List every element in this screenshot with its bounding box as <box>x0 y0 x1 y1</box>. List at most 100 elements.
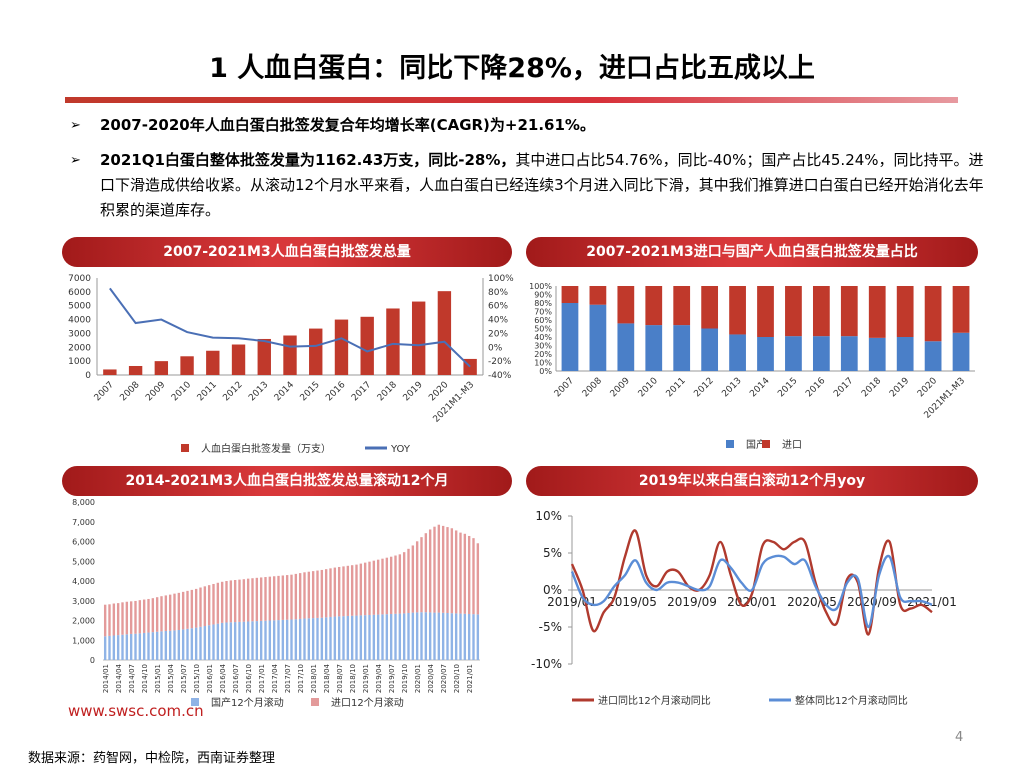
x-tick-label: 2007 <box>93 380 116 403</box>
bar-domestic-rolling <box>186 628 189 660</box>
bar-import-rolling <box>363 562 367 616</box>
y-tick-label: 100% <box>529 282 552 291</box>
bar-import-rolling <box>194 588 198 628</box>
bar-import-rolling <box>116 603 120 636</box>
y-tick-label: 20% <box>534 350 552 359</box>
bar-import-rolling <box>381 558 384 615</box>
bar-domestic-rolling <box>125 634 129 660</box>
bar-domestic-2018 <box>868 337 886 371</box>
bar-volume-2020 <box>437 291 452 375</box>
bar-domestic-rolling <box>134 633 137 660</box>
bar-import-rolling <box>134 600 137 634</box>
bar-import-rolling <box>216 582 220 624</box>
y-tick-label: 60% <box>534 316 552 325</box>
bar-import-rolling <box>359 563 363 616</box>
bar-import-rolling <box>316 570 319 618</box>
x-tick-label: 2018/10 <box>349 664 357 693</box>
bar-domestic-rolling <box>337 616 341 660</box>
y-tick-label: 4,000 <box>72 577 95 586</box>
y-tick-label-right: -20% <box>488 357 512 367</box>
bar-import-rolling <box>251 578 254 622</box>
bar-import-rolling <box>238 579 241 622</box>
bar-domestic-rolling <box>294 619 298 660</box>
bar-import-2012 <box>701 286 719 329</box>
x-tick-label: 2020/04 <box>427 663 435 693</box>
arrow-bullet-icon: ➢ <box>70 153 81 168</box>
y-tick-label-left: 0 <box>85 371 91 381</box>
x-tick-label: 2018 <box>860 376 883 399</box>
bar-import-rolling <box>311 571 315 619</box>
y-tick-label: 3,000 <box>72 597 95 606</box>
bar-domestic-rolling <box>372 614 376 660</box>
bar-domestic-2011 <box>673 325 691 371</box>
bar-volume-2019 <box>411 301 426 375</box>
bar-domestic-rolling <box>238 621 241 660</box>
bar-import-rolling <box>108 604 111 636</box>
x-tick-label: 2019/10 <box>401 664 409 693</box>
bar-domestic-rolling <box>424 612 428 660</box>
bar-import-2015 <box>785 286 802 337</box>
bar-import-2007 <box>561 286 579 303</box>
x-tick-label: 2010 <box>637 376 660 399</box>
bar-import-rolling <box>147 598 150 633</box>
x-tick-label: 2012 <box>221 380 244 403</box>
bar-domestic-rolling <box>246 621 250 660</box>
y-tick-label-left: 4000 <box>68 316 91 326</box>
legend-label-0: 国产 <box>746 438 766 451</box>
x-tick-label: 2018 <box>376 380 399 403</box>
y-tick-label-right: 100% <box>488 274 514 284</box>
bar-import-rolling <box>121 602 124 635</box>
bar-import-rolling <box>398 554 402 614</box>
y-tick-label: -10% <box>531 657 562 671</box>
bar-import-2019 <box>896 286 914 337</box>
bar-domestic-rolling <box>467 613 471 660</box>
footer-url[interactable]: www.swsc.com.cn <box>68 702 204 720</box>
bar-domestic-rolling <box>428 612 432 660</box>
x-tick-label: 2019/04 <box>375 663 383 693</box>
bar-import-rolling <box>303 572 306 619</box>
bar-domestic-rolling <box>398 613 402 660</box>
bar-import-rolling <box>402 552 406 614</box>
x-tick-label: 2016 <box>804 376 827 399</box>
x-tick-label: 2015/07 <box>180 664 188 693</box>
bar-import-rolling <box>454 530 458 614</box>
y-tick-label: 0% <box>543 583 562 597</box>
bar-domestic-rolling <box>108 635 111 660</box>
x-tick-label: 2020/07 <box>440 664 448 693</box>
bar-domestic-rolling <box>350 615 354 660</box>
arrow-bullet-icon: ➢ <box>70 118 81 133</box>
bar-import-rolling <box>203 586 207 627</box>
bar-import-rolling <box>441 525 445 613</box>
x-tick-label: 2020/01 <box>727 595 777 609</box>
bar-domestic-rolling <box>363 615 367 660</box>
bar-domestic-rolling <box>420 612 423 660</box>
y-tick-label: 80% <box>534 299 552 308</box>
bar-import-rolling <box>138 600 142 634</box>
bar-import-rolling <box>259 577 263 621</box>
bar-domestic-2010 <box>645 325 663 371</box>
bar-domestic-rolling <box>168 630 172 660</box>
x-tick-label: 2020/05 <box>787 595 837 609</box>
legend-label-1: 进口 <box>782 439 802 451</box>
bar-domestic-rolling <box>160 631 163 660</box>
bar-volume-2013 <box>257 338 271 375</box>
bar-domestic-rolling <box>359 615 363 660</box>
bar-domestic-rolling <box>402 613 406 660</box>
bar-import-2017 <box>840 286 858 337</box>
bar-import-rolling <box>151 598 155 633</box>
x-tick-label: 2018/01 <box>310 664 318 693</box>
legend-swatch-0 <box>726 440 734 448</box>
y-tick-label-right: 80% <box>488 288 508 298</box>
bar-domestic-rolling <box>268 620 272 660</box>
y-tick-label-right: 0% <box>488 343 503 353</box>
bar-domestic-rolling <box>411 612 415 660</box>
x-tick-label: 2010 <box>170 380 193 403</box>
bar-import-rolling <box>255 577 259 622</box>
x-tick-label: 2009 <box>609 376 632 399</box>
bar-domestic-rolling <box>181 629 185 660</box>
bar-volume-2008 <box>128 365 143 375</box>
bar-domestic-rolling <box>121 634 124 660</box>
bar-volume-2009 <box>154 361 169 375</box>
y-tick-label: 30% <box>534 342 552 351</box>
bar-domestic-rolling <box>329 616 332 660</box>
